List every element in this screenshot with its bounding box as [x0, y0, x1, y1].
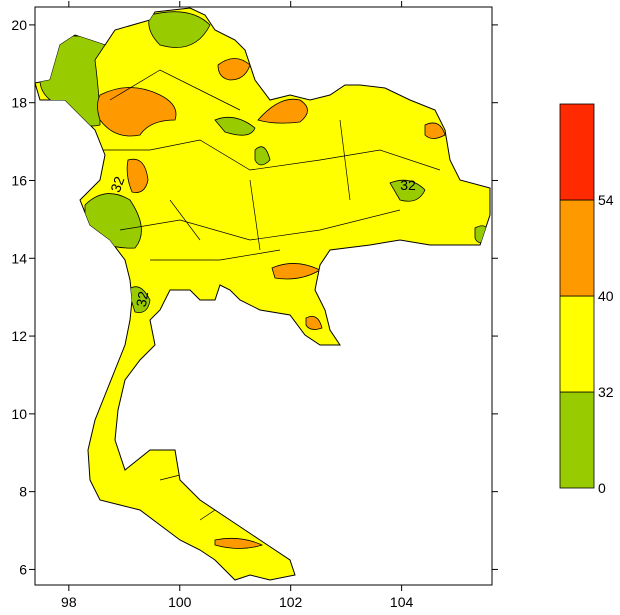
y-tick-label: 18	[11, 95, 27, 111]
land-map	[34, 7, 491, 581]
colorbar-label: 40	[598, 288, 614, 304]
y-tick-label: 10	[11, 406, 27, 422]
y-tick-label: 16	[11, 172, 27, 188]
colorbar-label: 54	[598, 192, 614, 208]
y-tick-label: 6	[19, 561, 27, 577]
y-tick-label: 20	[11, 17, 27, 33]
x-tick-label: 104	[390, 594, 414, 610]
contour-label: 32	[107, 174, 127, 194]
x-tick-label: 98	[61, 594, 77, 610]
colorbar-band	[559, 391, 595, 489]
x-tick-label: 100	[168, 594, 192, 610]
colorbar-band	[559, 295, 595, 393]
colorbar-label: 0	[598, 480, 606, 496]
plot-frame	[34, 6, 493, 586]
y-tick-label: 8	[19, 484, 27, 500]
colorbar-band	[559, 199, 595, 297]
colorbar-label: 32	[598, 384, 614, 400]
x-tick-label: 102	[279, 594, 303, 610]
colorbar-band	[559, 103, 595, 201]
y-tick-label: 14	[11, 250, 27, 266]
y-tick-label: 12	[11, 328, 27, 344]
contour-label: 32	[400, 177, 416, 193]
contour-label: 32	[133, 290, 151, 308]
